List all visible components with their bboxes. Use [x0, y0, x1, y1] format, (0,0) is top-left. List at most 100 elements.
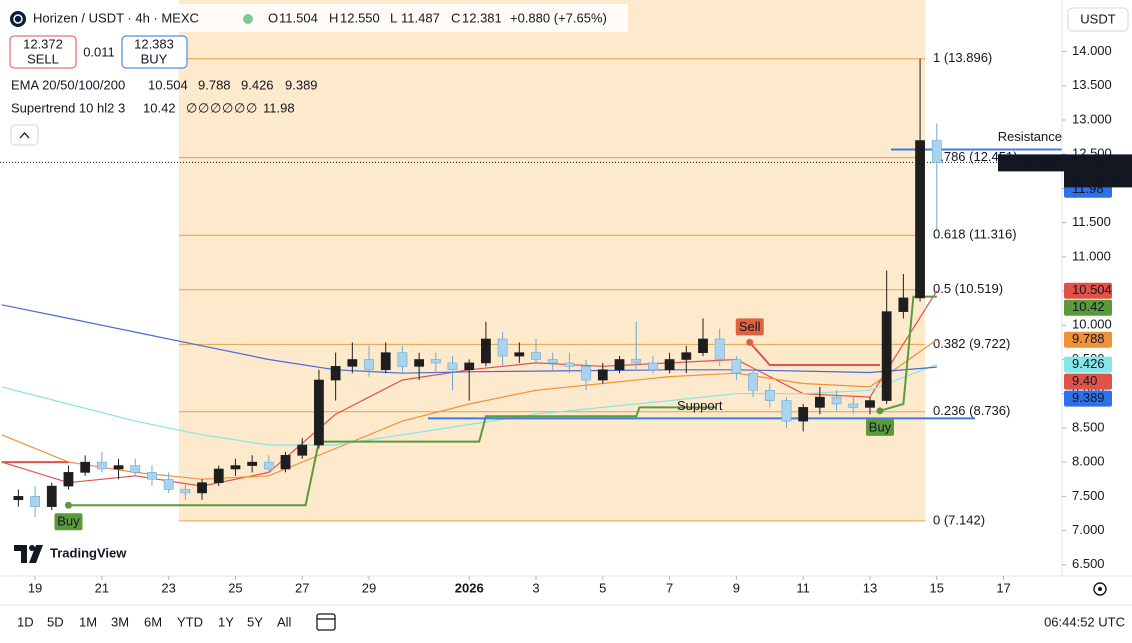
candle-body	[263, 461, 274, 470]
change: +0.880 (+7.65%)	[510, 10, 607, 25]
y-tick-label: 14.000	[1072, 43, 1112, 58]
timeframe-button[interactable]: 1Y	[218, 614, 234, 629]
timeframe-button[interactable]: 1M	[79, 614, 97, 629]
x-tick-label: 13	[863, 580, 877, 595]
price-tag-countdown: 01:15:08	[1072, 170, 1123, 185]
signal-label: Buy	[869, 419, 892, 434]
signal-dot	[746, 338, 754, 346]
settings-icon-dot[interactable]	[1098, 587, 1102, 591]
sell-price[interactable]: 12.372	[23, 36, 63, 51]
collapse-button[interactable]	[10, 124, 39, 146]
y-tick-label: 11.000	[1072, 248, 1111, 263]
y-tick-label: 8.500	[1072, 419, 1105, 434]
fib-label: 0 (7.142)	[933, 512, 985, 527]
candle-body	[397, 352, 408, 367]
ohlc-key: L	[390, 10, 397, 25]
timeframe-button[interactable]: 3M	[111, 614, 129, 629]
timeframe-button[interactable]: All	[277, 614, 292, 629]
fib-label: 0.618 (11.316)	[933, 227, 1017, 242]
watermark: TradingView	[50, 545, 127, 560]
price-label: 9.788	[1072, 331, 1105, 346]
candle-body	[113, 465, 124, 470]
plot-area: 1 (13.896) 0.786 (12.451) 0.618 (11.316) 0.…	[0, 0, 1062, 531]
ema-value: 9.389	[285, 77, 318, 92]
candle-body	[414, 359, 425, 367]
collapse-icon[interactable]	[19, 132, 30, 139]
signal-dot	[64, 501, 72, 509]
price-label-bg	[1064, 282, 1112, 299]
y-tick-label: 7.000	[1072, 522, 1105, 537]
candle-body	[581, 366, 591, 381]
timeframe-button[interactable]: YTD	[177, 614, 203, 629]
y-tick-label: 8.000	[1072, 454, 1105, 469]
logo-part	[29, 545, 35, 551]
candle-body	[648, 362, 658, 371]
price-label-bg	[1064, 390, 1112, 407]
candle-body	[481, 338, 491, 364]
supertrend-value: ∅	[186, 100, 197, 115]
fib-label: 0.786 (12.451)	[933, 149, 1018, 164]
header-bg	[0, 4, 628, 32]
candle-body	[30, 496, 40, 507]
timeframe-button[interactable]: 5D	[47, 614, 64, 629]
signal-label: Sell	[739, 319, 761, 334]
ohlc-value: 11.504	[279, 10, 318, 25]
price-label-bg	[1064, 373, 1112, 390]
candle-body	[497, 338, 508, 357]
settings-icon[interactable]	[1093, 582, 1107, 596]
ema-line	[1, 339, 938, 480]
candle-body	[364, 359, 374, 371]
supertrend-value: ∅	[222, 100, 233, 115]
candle-body	[330, 366, 341, 381]
date-range-icon[interactable]	[316, 613, 336, 631]
candle-body	[731, 359, 742, 374]
ohlc-key: O	[268, 10, 278, 25]
fib-label: 0.236 (8.736)	[933, 403, 1010, 418]
currency-button[interactable]	[1067, 7, 1129, 32]
currency[interactable]: USDT	[1080, 11, 1115, 26]
fib-label: 1 (13.896)	[933, 50, 992, 65]
ema-label: EMA 20/50/100/200	[11, 77, 125, 92]
candle-body	[430, 359, 441, 364]
y-tick-label: 10.000	[1072, 317, 1112, 332]
price-tag-price: 12.381	[1072, 154, 1112, 169]
buy-label[interactable]: BUY	[141, 51, 168, 66]
logo-part	[29, 545, 43, 563]
x-tick-label: 15	[930, 580, 944, 595]
candle-body	[764, 389, 775, 401]
timeframe-button[interactable]: 1D	[17, 614, 34, 629]
supertrend-value: 11.98	[263, 100, 295, 115]
ema-value: 9.788	[198, 77, 231, 92]
timeframe-button[interactable]: 5Y	[247, 614, 263, 629]
candle-body	[80, 461, 91, 473]
fib-label: 0.5 (10.519)	[933, 281, 1003, 296]
supertrend-label: Supertrend 10 hl2 3	[11, 100, 125, 115]
price-label-bg	[1064, 299, 1112, 316]
ema-value: 9.426	[241, 77, 274, 92]
sell-label[interactable]: SELL	[27, 51, 59, 66]
x-tick-label: 23	[161, 580, 175, 595]
price-label: 10.504	[1072, 282, 1112, 297]
timeframe-button[interactable]: 6M	[144, 614, 162, 629]
candle-body	[46, 485, 57, 507]
supertrend-value: 10.42	[143, 100, 176, 115]
candle-body	[597, 369, 608, 381]
price-label-bg	[1064, 331, 1112, 348]
watermark-logo	[14, 545, 43, 563]
candle-body	[280, 454, 291, 470]
price-label: 10.42	[1072, 299, 1105, 314]
y-tick-label: 13.500	[1072, 77, 1112, 92]
buy-price[interactable]: 12.383	[134, 36, 174, 51]
candle-body	[514, 352, 525, 357]
buy-button[interactable]	[121, 35, 188, 69]
price-label: 9.40	[1072, 373, 1097, 388]
signal-label: Buy	[57, 514, 80, 529]
candle-body	[881, 311, 892, 401]
x-tick-label: 11	[796, 580, 810, 595]
ema-value: 10.504	[148, 77, 188, 92]
sell-button[interactable]	[9, 35, 77, 69]
candle-body	[748, 372, 758, 391]
candle-body	[865, 400, 875, 408]
candle-body	[13, 496, 24, 501]
